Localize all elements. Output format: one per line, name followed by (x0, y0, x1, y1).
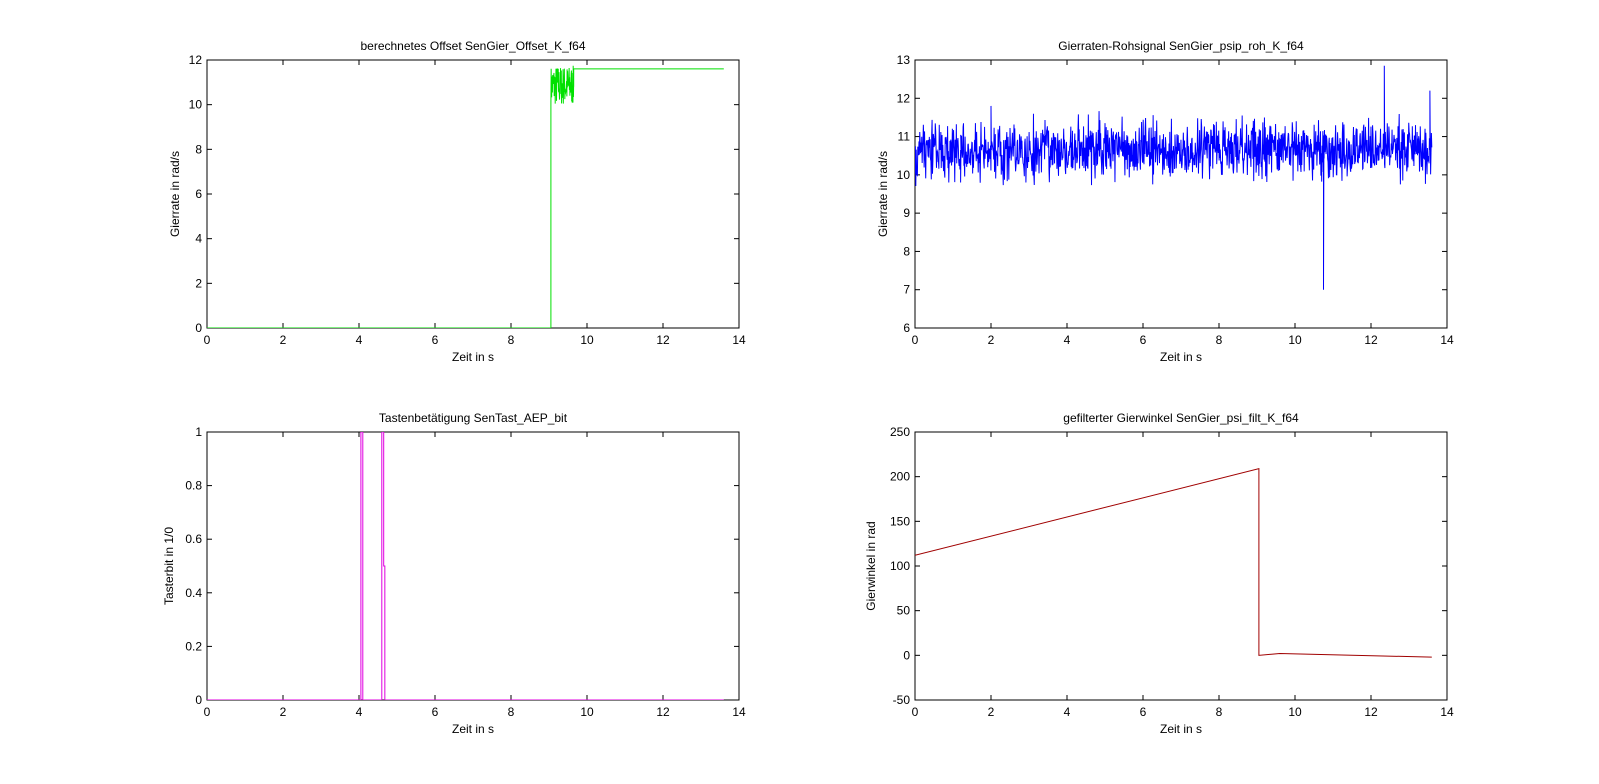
x-tick-label: 12 (1364, 333, 1378, 347)
x-tick-label: 0 (204, 705, 211, 719)
y-tick-label: 8 (903, 244, 910, 258)
subplot-2: 0 2 4 6 8 10 12 14 6 7 8 9 10 11 12 13 Gierraten-Rohsign… (876, 39, 1454, 364)
y-tick-label: 6 (903, 321, 910, 335)
axes-frame (206, 59, 740, 329)
y-tick-label: -50 (893, 693, 911, 707)
y-tick-label: 0.6 (185, 532, 202, 546)
series-line (915, 65, 1433, 290)
axes-frame (914, 59, 1448, 329)
chart-title: Tastenbetätigung SenTast_AEP_bit (379, 411, 568, 425)
x-tick-label: 12 (656, 333, 670, 347)
y-tick-label: 0 (195, 321, 202, 335)
y-tick-label: 2 (195, 276, 202, 290)
x-tick-label: 6 (1140, 705, 1147, 719)
y-tick-label: 0 (903, 648, 910, 662)
x-tick-label: 14 (1440, 705, 1454, 719)
y-axis-label: Gierrate in rad/s (168, 151, 182, 237)
x-tick-label: 14 (732, 705, 746, 719)
y-tick-label: 0.2 (185, 639, 202, 653)
y-tick-label: 13 (897, 53, 911, 67)
y-tick-label: 0.8 (185, 479, 202, 493)
y-tick-label: 50 (897, 604, 911, 618)
subplot-3: 0 2 4 6 8 10 12 14 0 0.2 0.4 0.6 0.8 1 Tastenbetätigun… (162, 411, 746, 736)
x-tick-label: 14 (732, 333, 746, 347)
x-tick-label: 2 (280, 333, 287, 347)
y-tick-label: 12 (897, 91, 911, 105)
x-tick-label: 0 (912, 705, 919, 719)
x-tick-label: 4 (356, 333, 363, 347)
x-tick-label: 10 (580, 705, 594, 719)
axes-frame (914, 431, 1448, 701)
axes-frame (206, 431, 740, 701)
y-tick-label: 200 (890, 470, 910, 484)
x-tick-label: 2 (280, 705, 287, 719)
y-axis-label: Gierwinkel in rad (864, 521, 878, 610)
x-axis-label: Zeit in s (1160, 722, 1202, 736)
y-tick-label: 150 (890, 514, 910, 528)
y-tick-label: 12 (189, 53, 203, 67)
x-tick-label: 4 (1064, 705, 1071, 719)
chart-title: gefilterter Gierwinkel SenGier_psi_filt_… (1063, 411, 1299, 425)
x-tick-label: 6 (432, 333, 439, 347)
x-tick-label: 8 (508, 705, 515, 719)
y-tick-label: 250 (890, 425, 910, 439)
x-tick-label: 8 (1216, 705, 1223, 719)
y-tick-label: 10 (897, 168, 911, 182)
x-axis-label: Zeit in s (1160, 350, 1202, 364)
y-tick-label: 0.4 (185, 586, 202, 600)
x-axis-label: Zeit in s (452, 350, 494, 364)
y-tick-label: 9 (903, 206, 910, 220)
x-tick-label: 0 (912, 333, 919, 347)
y-tick-label: 6 (195, 187, 202, 201)
series-line (915, 467, 1432, 658)
y-tick-label: 7 (903, 283, 910, 297)
x-tick-label: 6 (1140, 333, 1147, 347)
x-tick-label: 12 (1364, 705, 1378, 719)
x-tick-label: 2 (988, 333, 995, 347)
y-tick-label: 4 (195, 232, 202, 246)
y-tick-label: 11 (898, 130, 911, 144)
y-tick-label: 1 (195, 425, 202, 439)
x-tick-label: 14 (1440, 333, 1454, 347)
series-line (207, 65, 724, 328)
x-tick-label: 10 (1288, 333, 1302, 347)
x-tick-label: 6 (432, 705, 439, 719)
series-line (207, 432, 724, 700)
y-axis-label: Tasterbit in 1/0 (162, 527, 176, 605)
x-tick-label: 2 (988, 705, 995, 719)
y-tick-label: 100 (890, 559, 910, 573)
chart-title: berechnetes Offset SenGier_Offset_K_f64 (360, 39, 585, 53)
y-axis-label: Gierrate in rad/s (876, 151, 890, 237)
x-tick-label: 4 (1064, 333, 1071, 347)
chart-title: Gierraten-Rohsignal SenGier_psip_roh_K_f… (1058, 39, 1304, 53)
y-tick-label: 10 (189, 98, 203, 112)
x-tick-label: 0 (204, 333, 211, 347)
x-tick-label: 4 (356, 705, 363, 719)
subplot-1: 0 2 4 6 8 10 12 14 0 2 4 6 8 10 12 berechnetes Offset S… (168, 39, 746, 364)
x-axis-label: Zeit in s (452, 722, 494, 736)
x-tick-label: 10 (1288, 705, 1302, 719)
x-tick-label: 8 (508, 333, 515, 347)
y-tick-label: 8 (195, 142, 202, 156)
x-tick-label: 10 (580, 333, 594, 347)
y-tick-label: 0 (195, 693, 202, 707)
x-tick-label: 8 (1216, 333, 1223, 347)
subplot-4: 0 2 4 6 8 10 12 14-50050100150200250gefilterter… (864, 411, 1454, 736)
x-tick-label: 12 (656, 705, 670, 719)
